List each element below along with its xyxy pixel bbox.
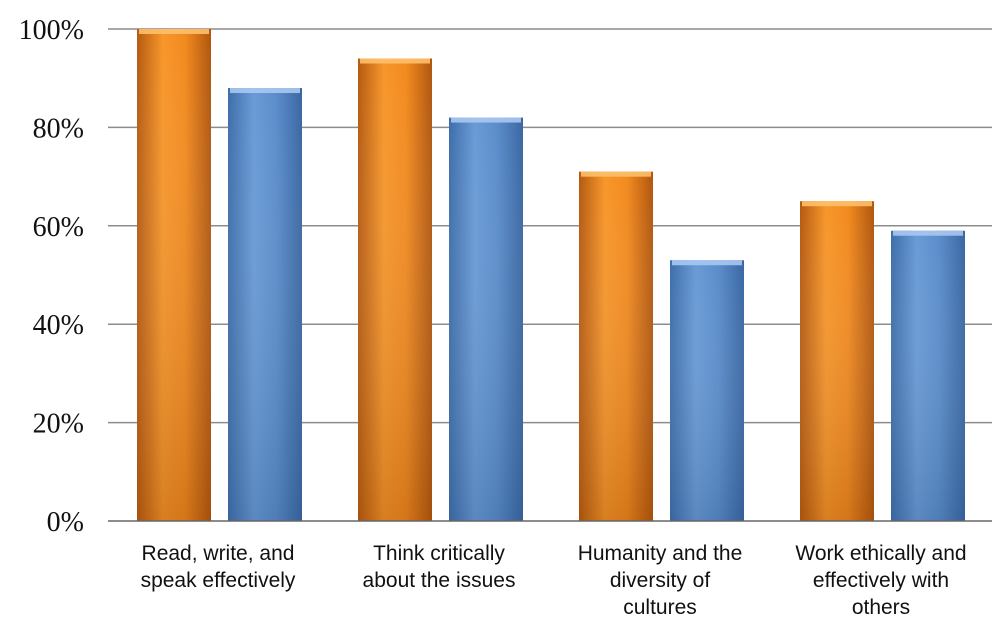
- bar-orange-3: [800, 201, 874, 521]
- y-tick-label: 20%: [33, 409, 84, 440]
- x-category-label-line: Think critically: [373, 542, 505, 565]
- y-tick-label: 80%: [33, 113, 84, 144]
- bars: [137, 29, 965, 522]
- y-axis-tick-labels: 0% 20% 40% 60% 80% 100%: [19, 15, 84, 538]
- x-axis-category-labels: Read, write, and speak effectively Think c…: [141, 542, 967, 619]
- x-category-label-line: others: [852, 596, 910, 619]
- x-category-label-line: about the issues: [363, 569, 516, 592]
- x-category-label-line: speak effectively: [141, 569, 296, 592]
- x-category-label: Work ethically and effectively with others: [795, 542, 966, 619]
- bar-blue-3: [891, 230, 965, 521]
- x-category-label-line: effectively with: [813, 569, 949, 592]
- bar-blue-1: [449, 117, 523, 521]
- bar-blue-2: [670, 260, 744, 521]
- y-tick-label: 100%: [19, 15, 84, 46]
- x-category-label-line: Read, write, and: [142, 542, 295, 565]
- y-tick-label: 0%: [47, 507, 84, 538]
- x-category-label-line: Humanity and the: [578, 542, 743, 565]
- bar-orange-2: [579, 171, 653, 521]
- bar-orange-0: [137, 29, 211, 521]
- y-tick-label: 40%: [33, 310, 84, 341]
- bar-orange-1: [358, 58, 432, 522]
- x-category-label: Read, write, and speak effectively: [141, 542, 296, 592]
- y-tick-label: 60%: [33, 212, 84, 243]
- bar-blue-0: [228, 88, 302, 521]
- x-category-label-line: Work ethically and: [795, 542, 966, 565]
- x-category-label-line: diversity of: [610, 569, 711, 592]
- x-category-label: Think critically about the issues: [363, 542, 516, 592]
- x-category-label-line: cultures: [623, 596, 697, 619]
- x-category-label: Humanity and the diversity of cultures: [578, 542, 743, 619]
